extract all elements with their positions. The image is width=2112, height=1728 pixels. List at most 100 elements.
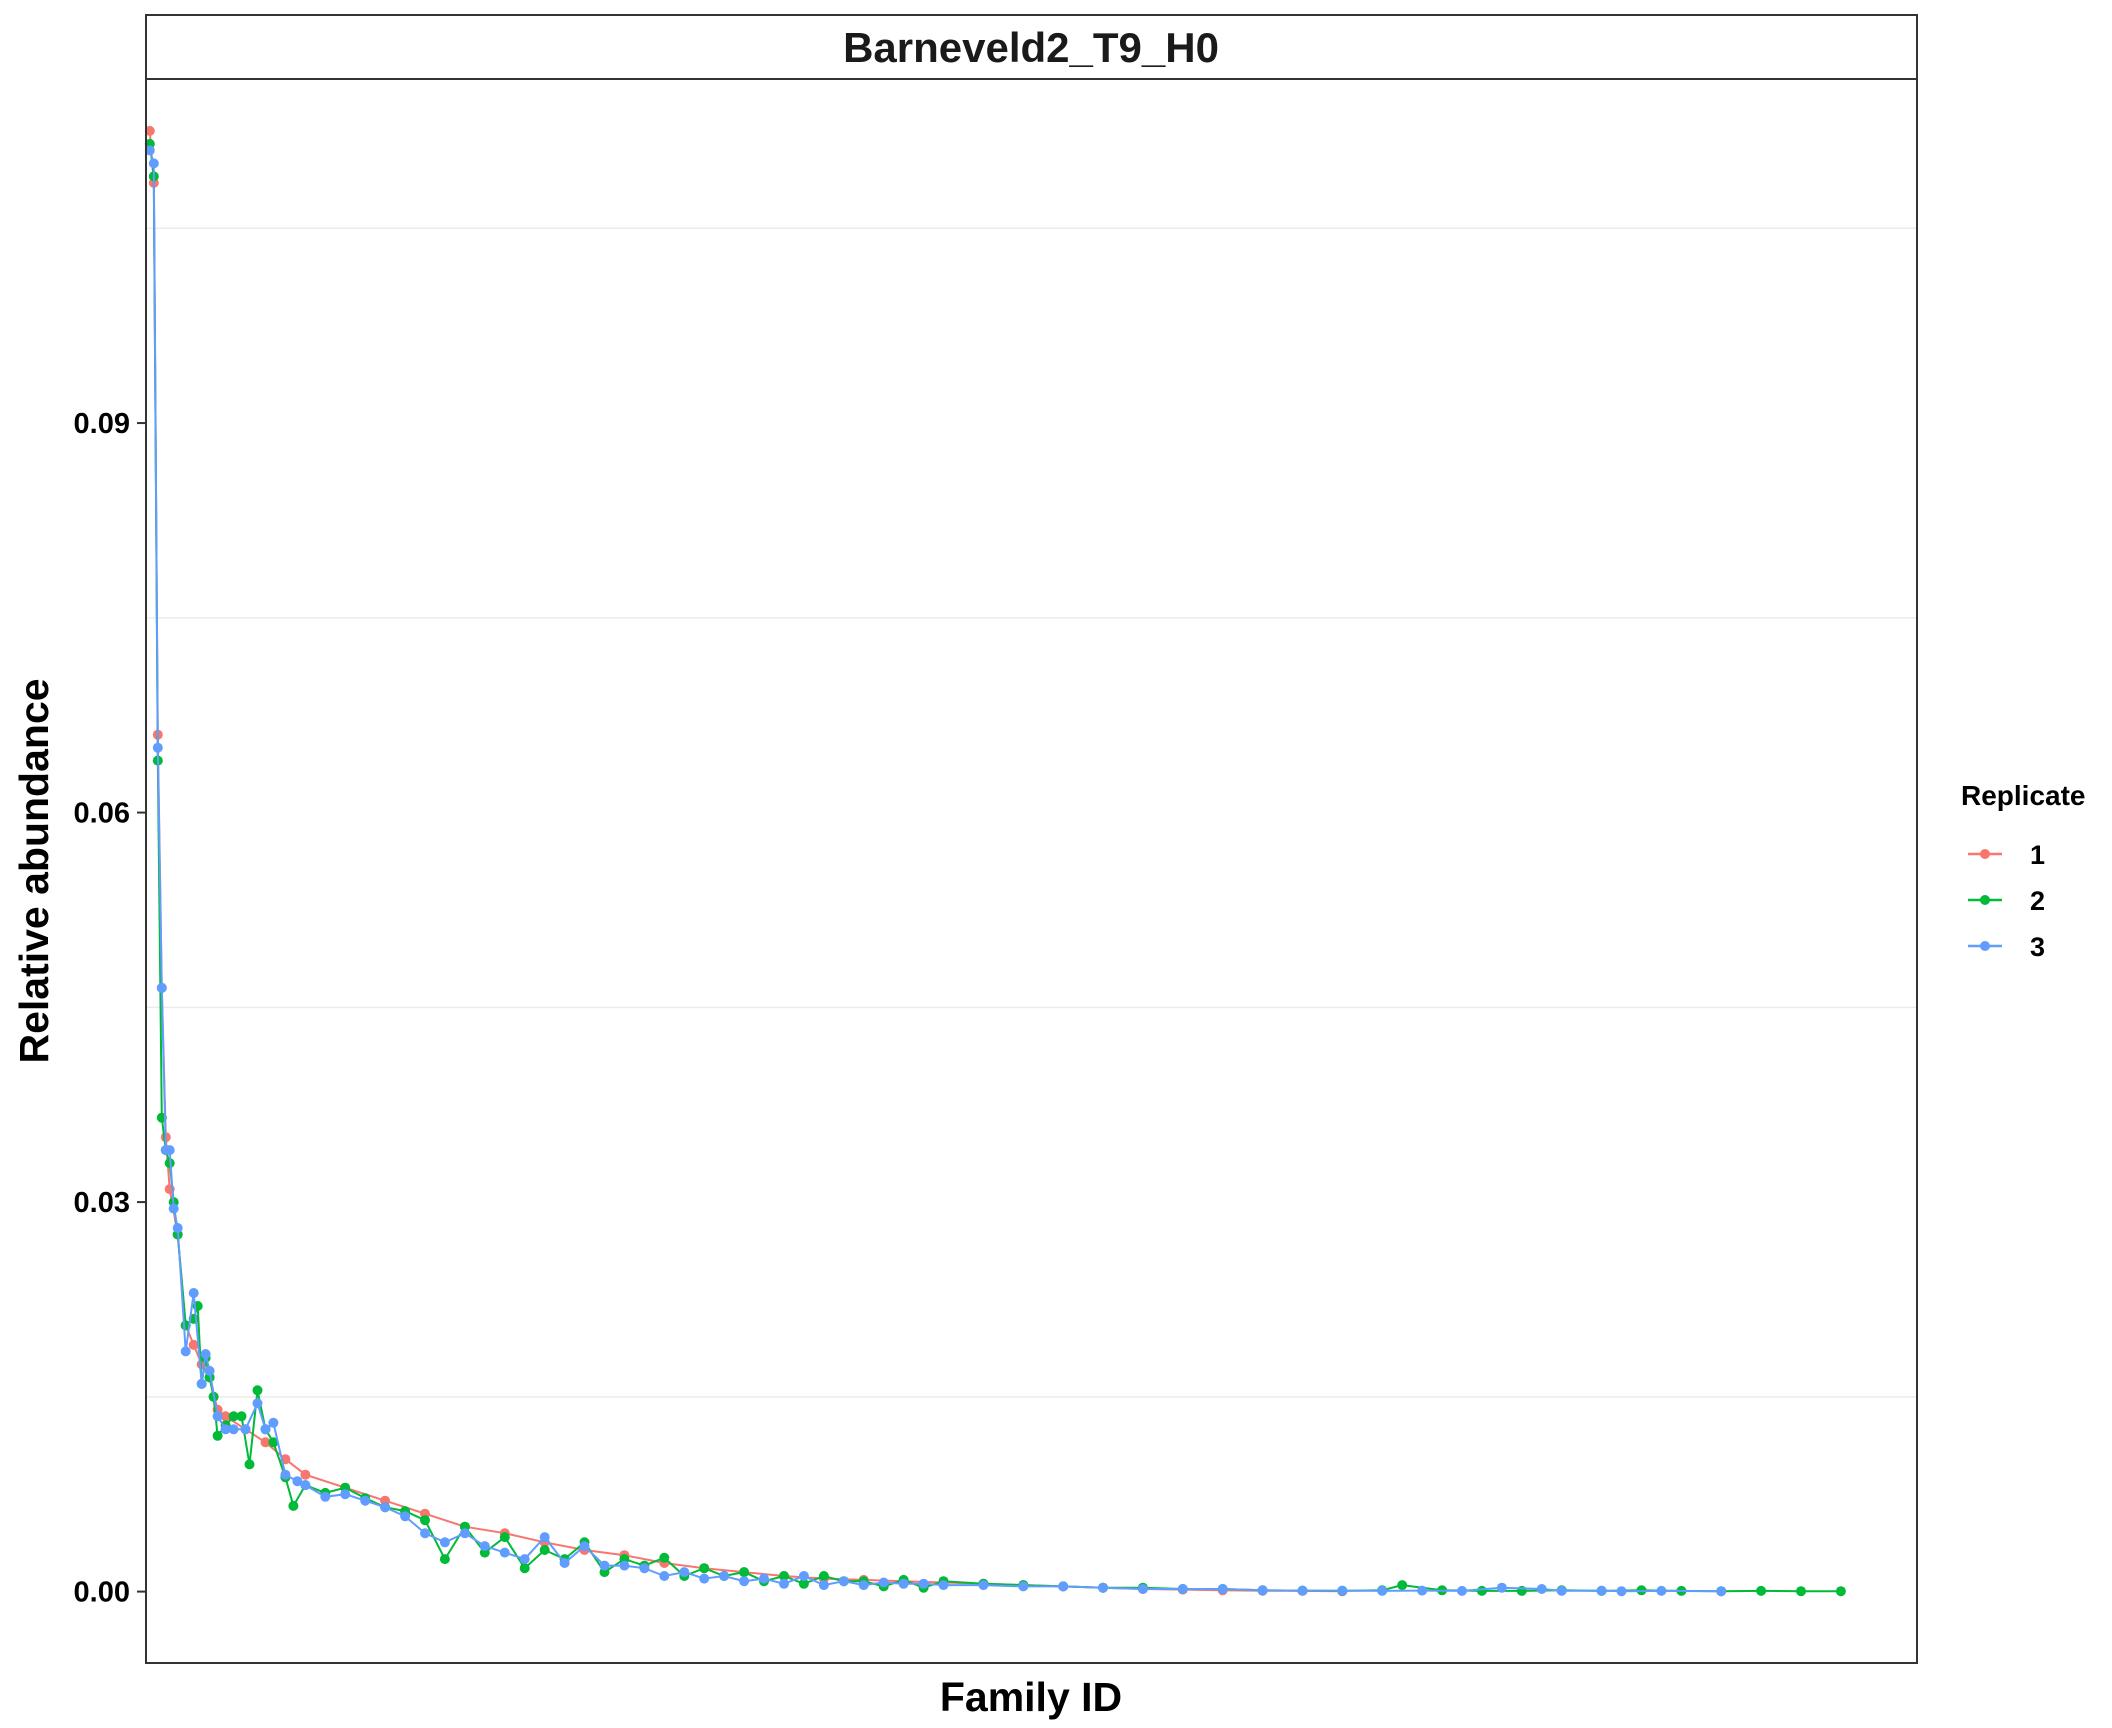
legend-items: 1 2 3: [1968, 840, 2045, 962]
data-point: [288, 1500, 299, 1511]
data-point: [739, 1576, 750, 1587]
data-point: [236, 1411, 247, 1422]
data-point: [459, 1528, 470, 1539]
data-point: [659, 1571, 670, 1581]
data-point: [240, 1424, 251, 1435]
facet-title: Barneveld2_T9_H0: [843, 24, 1219, 71]
data-point: [268, 1417, 279, 1428]
data-point: [1656, 1585, 1667, 1596]
data-point: [559, 1558, 570, 1568]
y-tick-label: 0.06: [74, 798, 130, 830]
panel-border: [145, 78, 1918, 1664]
data-point: [878, 1577, 889, 1588]
data-point: [1536, 1584, 1547, 1594]
data-point: [196, 1378, 207, 1389]
data-point: [380, 1502, 391, 1513]
data-point: [858, 1580, 869, 1591]
data-point: [779, 1571, 789, 1581]
data-point: [719, 1571, 730, 1581]
data-point: [539, 1545, 550, 1555]
data-point: [1796, 1586, 1806, 1597]
gridlines: [146, 227, 1917, 1398]
data-point: [144, 125, 155, 136]
data-point: [172, 1223, 183, 1233]
data-point: [228, 1411, 239, 1422]
data-point: [1137, 1584, 1148, 1594]
legend-item-1: 1: [1968, 840, 2045, 870]
data-point: [1177, 1584, 1188, 1594]
data-point: [1417, 1585, 1428, 1596]
data-point: [1596, 1585, 1607, 1596]
data-point: [1297, 1585, 1308, 1596]
data-point: [268, 1437, 279, 1448]
legend-title: Replicate: [1961, 780, 2086, 811]
data-point: [152, 742, 163, 753]
data-point: [204, 1365, 215, 1376]
legend-label: 3: [2030, 932, 2045, 962]
data-point: [220, 1411, 231, 1422]
data-point: [439, 1537, 450, 1548]
data-point: [739, 1567, 750, 1578]
data-point: [1556, 1585, 1567, 1596]
data-point: [244, 1459, 255, 1470]
data-point: [200, 1349, 211, 1359]
data-point: [188, 1288, 199, 1298]
data-point: [292, 1476, 303, 1487]
data-point: [779, 1578, 789, 1589]
data-point: [818, 1580, 829, 1591]
legend-label: 2: [2030, 886, 2045, 916]
data-point: [918, 1578, 929, 1589]
legend-item-3: 3: [1968, 932, 2045, 962]
data-point: [1217, 1584, 1228, 1594]
data-point: [400, 1511, 411, 1522]
y-tick-label: 0.09: [74, 408, 130, 440]
legend: Replicate 1 2 3: [1961, 780, 2086, 962]
data-point: [1835, 1586, 1846, 1597]
data-point: [818, 1571, 829, 1581]
y-tick-label: 0.03: [74, 1187, 130, 1219]
data-point: [699, 1573, 710, 1584]
data-point: [252, 1398, 263, 1409]
data-point: [156, 982, 167, 993]
data-point: [978, 1580, 989, 1591]
data-point: [168, 1203, 179, 1214]
data-point: [1337, 1585, 1348, 1596]
data-point: [1018, 1581, 1029, 1592]
data-point: [148, 158, 159, 169]
data-point: [479, 1541, 490, 1552]
data-point: [300, 1469, 311, 1480]
data-point: [280, 1469, 291, 1480]
data-point: [679, 1567, 690, 1578]
data-point: [320, 1491, 331, 1502]
legend-label: 1: [2030, 840, 2045, 870]
data-point: [519, 1554, 530, 1565]
data-point: [759, 1573, 769, 1584]
data-point: [699, 1563, 710, 1574]
data-point: [1397, 1580, 1408, 1591]
data-point: [439, 1554, 450, 1565]
facet-strip: [145, 14, 1918, 80]
data-point: [1257, 1585, 1268, 1596]
data-point: [420, 1515, 430, 1526]
data-point: [798, 1578, 809, 1589]
legend-key-point: [1980, 941, 1990, 951]
data-point: [539, 1532, 550, 1543]
data-point: [212, 1411, 223, 1422]
data-point: [188, 1339, 199, 1350]
legend-item-2: 2: [1968, 886, 2045, 916]
data-point: [1058, 1581, 1069, 1592]
data-point: [838, 1576, 849, 1587]
data-point: [1476, 1585, 1487, 1596]
data-point: [144, 145, 155, 156]
data-point: [639, 1563, 650, 1574]
data-point: [420, 1528, 430, 1539]
data-point: [1098, 1582, 1108, 1593]
data-point: [300, 1480, 311, 1491]
data-point: [798, 1571, 809, 1581]
series-3: [144, 145, 1727, 1597]
data-point: [180, 1346, 191, 1357]
data-point: [164, 1145, 175, 1156]
data-point: [619, 1560, 630, 1571]
data-point: [1457, 1585, 1467, 1596]
